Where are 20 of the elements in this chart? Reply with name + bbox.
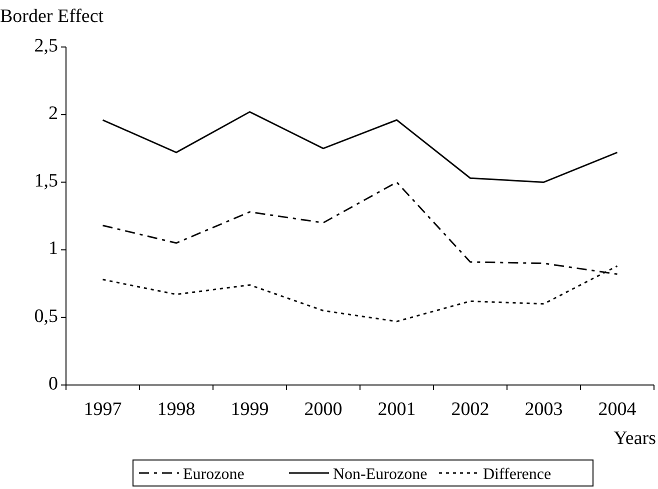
x-tick-label: 2002: [451, 399, 490, 420]
y-tick-label: 1: [48, 238, 58, 260]
x-tick-label: 1999: [230, 399, 269, 420]
y-tick-label: 1,5: [34, 170, 58, 192]
x-tick-label: 1997: [84, 399, 122, 420]
x-axis-title: Years: [614, 428, 656, 449]
y-tick-label: 0: [48, 373, 58, 394]
legend-label: Difference: [483, 466, 552, 483]
y-axis-title: Border Effect: [0, 6, 104, 27]
line-series: [102, 111, 618, 183]
x-tick-label: 2003: [524, 399, 563, 420]
legend-label: Non-Eurozone: [333, 466, 428, 483]
legend-label: Eurozone: [183, 466, 244, 483]
x-tick-label: 1998: [157, 399, 196, 420]
x-tick-label: 2000: [304, 399, 342, 420]
y-tick-label: 2,5: [34, 35, 58, 56]
x-tick-label: 2004: [598, 399, 637, 420]
y-tick-label: 2: [48, 102, 58, 124]
y-tick-label: 0,5: [34, 306, 58, 327]
x-tick-label: 2001: [378, 399, 416, 420]
